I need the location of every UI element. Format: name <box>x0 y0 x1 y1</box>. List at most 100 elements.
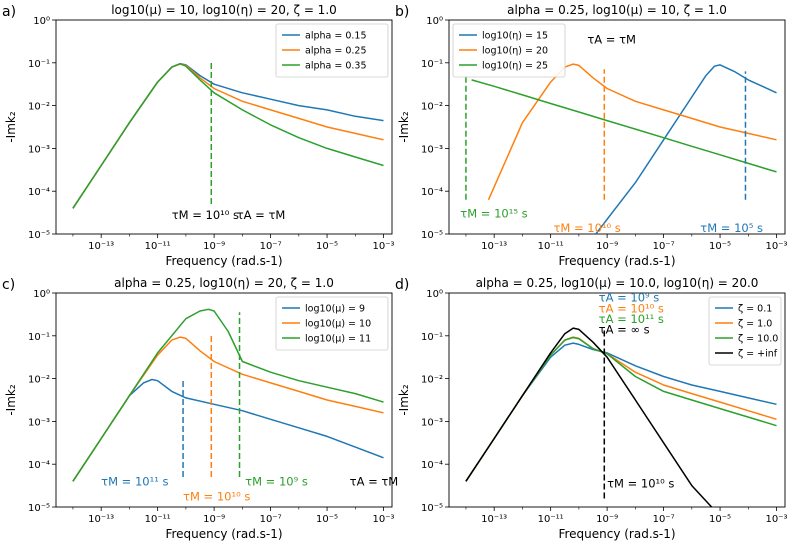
x-tick-label: 10⁻³ <box>766 514 788 525</box>
legend-entry: alpha = 0.35 <box>305 61 367 72</box>
y-tick-label: 10⁰ <box>33 289 50 300</box>
y-tick-label: 10⁻¹ <box>28 332 50 343</box>
panel-d: 10⁻¹³ 10⁻¹¹ 10⁻⁹ 10⁻⁷ 10⁻⁵ 10⁻³ 10⁻⁵ 10⁻⁴ 10⁻³ 10… <box>395 276 788 541</box>
y-tick-label: 10⁻² <box>28 375 50 386</box>
y-tick-label: 10⁻⁴ <box>421 460 443 471</box>
chart-title: alpha = 0.25, log10(η) = 20, ζ = 1.0 <box>114 276 334 290</box>
y-tick-label: 10⁻⁵ <box>421 503 443 514</box>
annotation: τA = τM <box>587 33 636 47</box>
y-tick-label: 10⁻¹ <box>421 332 443 343</box>
series-line-3 <box>471 79 777 173</box>
panel-label: b) <box>395 4 409 20</box>
y-tick-label: 10⁻³ <box>421 417 443 428</box>
legend-entry: log10(μ) = 10 <box>305 319 371 330</box>
panel-c: 10⁻¹³ 10⁻¹¹ 10⁻⁹ 10⁻⁷ 10⁻⁵ 10⁻³ 10⁻⁵ 10⁻⁴ 10⁻³ 10… <box>2 276 398 541</box>
panel-label: c) <box>2 277 15 293</box>
legend: log10(μ) = 9 log10(μ) = 10 log10(μ) = 11 <box>275 296 389 351</box>
y-tick-label: 10⁻⁵ <box>28 503 50 514</box>
x-tick-label: 10⁻¹³ <box>88 514 114 525</box>
annotation: τA = τM <box>237 208 286 222</box>
x-tick-label: 10⁻¹¹ <box>538 514 564 525</box>
legend-box <box>708 296 782 366</box>
y-axis-label: -Imk₂ <box>397 384 411 416</box>
plot-area <box>72 308 384 482</box>
x-tick-label: 10⁻⁵ <box>316 514 338 525</box>
x-tick-label: 10⁻¹³ <box>481 241 507 252</box>
y-tick-label: 10⁰ <box>426 16 443 27</box>
series-line-1 <box>72 378 384 482</box>
panel-label: d) <box>395 277 409 293</box>
annotation: τA = τM <box>350 475 399 489</box>
panel-b: 10⁻¹³ 10⁻¹¹ 10⁻⁹ 10⁻⁷ 10⁻⁵ 10⁻³ 10⁻⁵ 10⁻⁴ 10⁻³ 10… <box>395 3 788 268</box>
legend-entry: log10(η) = 20 <box>482 46 548 57</box>
y-tick-label: 10⁻⁴ <box>28 187 50 198</box>
plot-area <box>465 327 777 507</box>
chart-title: alpha = 0.25, log10(μ) = 10, ζ = 1.0 <box>507 3 727 17</box>
annotation: τM = 10¹⁵ s <box>460 207 527 221</box>
legend-entry: log10(μ) = 9 <box>305 304 365 315</box>
series-line-3 <box>72 62 384 209</box>
y-tick-label: 10⁻³ <box>421 144 443 155</box>
y-tick-label: 10⁻³ <box>28 144 50 155</box>
annotation: τM = 10⁹ s <box>245 475 308 489</box>
series-line-2 <box>487 63 777 201</box>
x-tick-label: 10⁻⁵ <box>709 514 731 525</box>
x-tick-label: 10⁻⁹ <box>596 514 618 525</box>
chart-title: alpha = 0.25, log10(μ) = 10.0, log10(η) … <box>476 276 759 290</box>
y-tick-label: 10⁻¹ <box>421 59 443 70</box>
x-axis-label: Frequency (rad.s-1) <box>558 527 675 541</box>
legend: log10(η) = 15 log10(η) = 20 log10(η) = 25 <box>452 23 566 78</box>
panel-a: 10⁻¹³ 10⁻¹¹ 10⁻⁹ 10⁻⁷ 10⁻⁵ 10⁻³ 10⁻⁵ 10⁻⁴ 10⁻³ 10… <box>2 3 395 268</box>
annotation: τA = 10⁹ s <box>599 291 660 305</box>
plot-area <box>72 62 384 209</box>
y-axis-label: -Imk₂ <box>4 111 18 143</box>
legend-entry: ζ = 0.1 <box>738 304 772 315</box>
chart-title: log10(μ) = 10, log10(η) = 20, ζ = 1.0 <box>111 3 337 17</box>
y-tick-label: 10⁻² <box>28 102 50 113</box>
x-tick-label: 10⁻¹¹ <box>145 241 171 252</box>
legend-entry: ζ = +inf <box>738 349 778 360</box>
panel-label: a) <box>2 4 16 20</box>
x-tick-label: 10⁻¹³ <box>481 514 507 525</box>
y-tick-label: 10⁰ <box>33 16 50 27</box>
y-tick-label: 10⁻⁴ <box>28 460 50 471</box>
y-tick-label: 10⁻⁵ <box>28 230 50 241</box>
y-tick-label: 10⁻² <box>421 375 443 386</box>
legend-box <box>275 296 389 351</box>
y-axis-label: -Imk₂ <box>397 111 411 143</box>
y-tick-label: 10⁻¹ <box>28 59 50 70</box>
legend: ζ = 0.1 ζ = 1.0 ζ = 10.0 ζ = +inf <box>708 296 782 366</box>
x-tick-label: 10⁻¹¹ <box>145 514 171 525</box>
x-tick-label: 10⁻⁷ <box>260 241 282 252</box>
annotation: τM = 10¹⁰ s <box>172 208 239 222</box>
y-tick-label: 10⁻³ <box>28 417 50 428</box>
series-line-4 <box>465 327 713 507</box>
y-tick-label: 10⁻⁴ <box>421 187 443 198</box>
x-tick-label: 10⁻⁹ <box>596 241 618 252</box>
annotation: τA = 10¹¹ s <box>599 312 664 326</box>
y-tick-label: 10⁻² <box>421 102 443 113</box>
y-tick-label: 10⁰ <box>426 289 443 300</box>
legend-box <box>275 23 389 78</box>
annotation: τA = ∞ s <box>599 323 650 337</box>
x-tick-label: 10⁻³ <box>373 241 395 252</box>
legend: alpha = 0.15 alpha = 0.25 alpha = 0.35 <box>275 23 389 78</box>
series-line-1 <box>595 64 777 234</box>
legend-entry: log10(η) = 15 <box>482 31 548 42</box>
legend-entry: alpha = 0.25 <box>305 46 367 57</box>
legend-entry: ζ = 10.0 <box>738 334 778 345</box>
x-tick-label: 10⁻⁵ <box>709 241 731 252</box>
x-tick-label: 10⁻³ <box>373 514 395 525</box>
x-tick-label: 10⁻⁷ <box>653 241 675 252</box>
x-tick-label: 10⁻⁷ <box>260 514 282 525</box>
annotation: τM = 10¹⁰ s <box>553 221 620 235</box>
x-tick-label: 10⁻⁵ <box>316 241 338 252</box>
x-tick-label: 10⁻³ <box>766 241 788 252</box>
plot-area <box>465 63 777 234</box>
y-axis-label: -Imk₂ <box>4 384 18 416</box>
legend-entry: log10(η) = 25 <box>482 61 548 72</box>
legend-box <box>452 23 566 78</box>
x-tick-label: 10⁻¹³ <box>88 241 114 252</box>
x-axis-label: Frequency (rad.s-1) <box>165 254 282 268</box>
